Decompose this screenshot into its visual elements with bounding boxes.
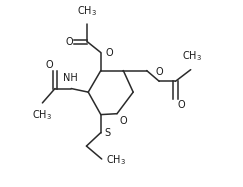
Text: O: O [65, 37, 73, 47]
Text: O: O [120, 116, 127, 126]
Text: O: O [178, 100, 185, 110]
Text: CH$_3$: CH$_3$ [106, 153, 126, 167]
Text: O: O [155, 67, 163, 77]
Text: CH$_3$: CH$_3$ [32, 109, 52, 122]
Text: CH$_3$: CH$_3$ [182, 50, 202, 63]
Text: O: O [46, 60, 53, 70]
Text: O: O [105, 47, 113, 58]
Text: CH$_3$: CH$_3$ [77, 4, 97, 18]
Text: S: S [104, 128, 110, 138]
Text: NH: NH [63, 73, 78, 83]
